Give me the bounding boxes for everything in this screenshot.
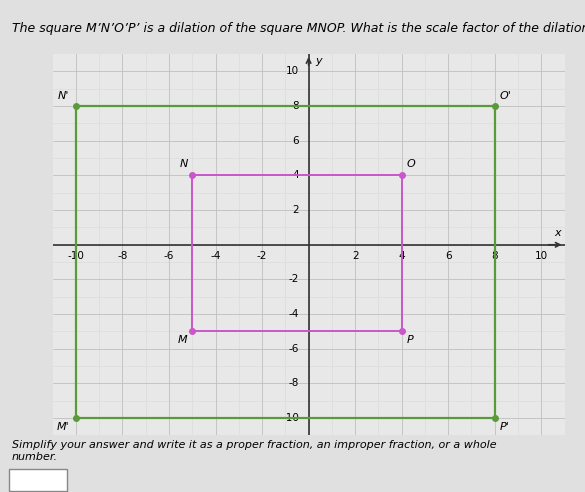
Text: -2: -2 <box>257 251 267 261</box>
Text: 10: 10 <box>535 251 548 261</box>
Text: N: N <box>179 158 188 168</box>
Text: 10: 10 <box>286 66 300 76</box>
Text: -8: -8 <box>117 251 128 261</box>
FancyBboxPatch shape <box>9 469 67 491</box>
Text: -6: -6 <box>289 344 300 354</box>
Text: -4: -4 <box>289 309 300 319</box>
Text: 2: 2 <box>292 205 300 215</box>
Text: M: M <box>178 335 188 345</box>
Text: -10: -10 <box>283 413 300 423</box>
Text: 8: 8 <box>491 251 498 261</box>
Text: -8: -8 <box>289 378 300 388</box>
Text: The square M’N’O’P’ is a dilation of the square MNOP. What is the scale factor o: The square M’N’O’P’ is a dilation of the… <box>12 22 585 35</box>
Text: O': O' <box>500 91 511 101</box>
Text: 4: 4 <box>292 170 300 181</box>
Text: 2: 2 <box>352 251 359 261</box>
Text: N': N' <box>57 91 69 101</box>
Text: -10: -10 <box>67 251 84 261</box>
Text: M': M' <box>56 422 69 431</box>
Text: x: x <box>554 228 561 238</box>
Text: 8: 8 <box>292 101 300 111</box>
Text: Simplify your answer and write it as a proper fraction, an improper fraction, or: Simplify your answer and write it as a p… <box>12 440 496 461</box>
Text: 6: 6 <box>292 136 300 146</box>
Text: -2: -2 <box>289 275 300 284</box>
Text: -6: -6 <box>164 251 174 261</box>
Text: 4: 4 <box>398 251 405 261</box>
Text: P: P <box>407 335 413 345</box>
Text: y: y <box>315 56 322 66</box>
Text: 6: 6 <box>445 251 452 261</box>
Text: -4: -4 <box>211 251 221 261</box>
Text: O: O <box>407 158 415 168</box>
Text: P': P' <box>500 422 509 431</box>
